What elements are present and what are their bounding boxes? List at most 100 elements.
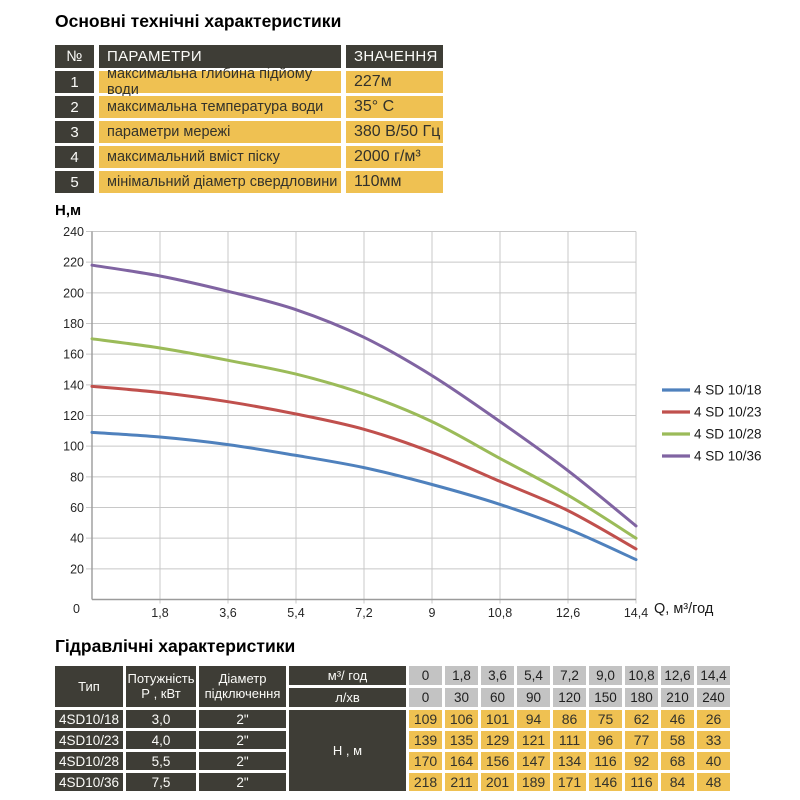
spec-row-parameter: максимальний вміст піску	[99, 146, 341, 168]
hydraulic-section-title: Гідравлічні характеристики	[55, 636, 296, 656]
hyd-head-value: 116	[625, 773, 658, 791]
hyd-head-value: 40	[697, 752, 730, 770]
spec-row-parameter: максимальна глибина підйому води	[99, 66, 341, 98]
series-line-4-sd-10-36	[90, 263, 638, 528]
series-line-4-sd-10-23	[90, 384, 638, 551]
x-axis-tick-label: 7,2	[355, 606, 372, 620]
spec-row-value: 2000 г/м³	[346, 146, 443, 168]
x-axis-tick-label: 5,4	[287, 606, 304, 620]
hyd-head-value: 111	[553, 731, 586, 749]
hyd-head-value: 92	[625, 752, 658, 770]
hydraulic-table: Тип Потужність Р , кВт Діаметр підключення м³…	[55, 666, 730, 791]
spec-row-value: 227м	[346, 71, 443, 93]
hyd-header-power-line2: Р , кВт	[141, 685, 181, 701]
spec-header-parameter: ПАРАМЕТРИ	[99, 45, 341, 68]
hyd-head-value: 147	[517, 752, 550, 770]
hyd-header-diameter-line1: Діаметр	[218, 671, 267, 687]
hyd-header-power: Потужність Р , кВт	[126, 666, 196, 707]
spec-row-value: 110мм	[346, 171, 443, 193]
hyd-flow-m3-value: 12,6	[661, 666, 694, 685]
y-axis-tick-label: 200	[63, 286, 84, 300]
hyd-row-power: 3,0	[126, 710, 196, 728]
hyd-header-flow-lmin: л/хв	[289, 688, 406, 707]
x-axis-tick-label: 9	[429, 606, 436, 620]
hyd-head-value: 46	[661, 710, 694, 728]
hyd-head-value: 84	[661, 773, 694, 791]
hyd-head-value: 77	[625, 731, 658, 749]
hyd-head-value: 96	[589, 731, 622, 749]
hyd-head-value: 106	[445, 710, 478, 728]
x-axis-tick-label: 12,6	[556, 606, 580, 620]
spec-row-parameter: мінімальний діаметр свердловини	[99, 171, 341, 193]
spec-row-number: 3	[55, 121, 94, 143]
spec-header-number: №	[55, 45, 94, 68]
legend-label: 4 SD 10/18	[694, 383, 762, 398]
legend-label: 4 SD 10/36	[694, 449, 762, 464]
y-axis-tick-label: 120	[63, 409, 84, 423]
hyd-row-diameter: 2"	[199, 752, 286, 770]
hyd-row-power: 4,0	[126, 731, 196, 749]
x-axis-title: Q, м³/год	[654, 601, 714, 617]
y-axis-tick-label: 40	[70, 532, 84, 546]
y-axis-tick-label: 240	[63, 225, 84, 239]
hyd-head-value: 75	[589, 710, 622, 728]
hyd-flow-lmin-value: 240	[697, 688, 730, 707]
y-axis-tick-label: 100	[63, 440, 84, 454]
hyd-head-value: 129	[481, 731, 514, 749]
y-axis-title: Н,м	[55, 202, 81, 219]
hyd-row-type: 4SD10/28	[55, 752, 123, 770]
hyd-head-value: 218	[409, 773, 442, 791]
hyd-head-value: 109	[409, 710, 442, 728]
hyd-head-value: 101	[481, 710, 514, 728]
pump-curves-chart: 20 40 60 80 100 120 140 160 180 200 220 240 0 1,8 3,6 5…	[55, 202, 762, 620]
spec-row-number: 4	[55, 146, 94, 168]
spec-row-parameter: максимальна температура води	[99, 96, 341, 118]
spec-row-value: 380 В/50 Гц	[346, 121, 443, 143]
y-axis-tick-label: 20	[70, 562, 84, 576]
hyd-head-value: 86	[553, 710, 586, 728]
hyd-head-value: 26	[697, 710, 730, 728]
hyd-header-type: Тип	[55, 666, 123, 707]
spec-section-title: Основні технічні характеристики	[55, 11, 342, 31]
spec-row-number: 1	[55, 71, 94, 93]
hyd-row-type: 4SD10/36	[55, 773, 123, 791]
spec-row-parameter: параметри мережі	[99, 121, 341, 143]
hyd-header-flow-m3: м³/ год	[289, 666, 406, 685]
hyd-head-value: 201	[481, 773, 514, 791]
spec-table: № ПАРАМЕТРИ ЗНАЧЕННЯ 1 максимальна глибин…	[55, 45, 443, 193]
hyd-head-value: 171	[553, 773, 586, 791]
y-axis-tick-label: 180	[63, 317, 84, 331]
x-axis-tick-label: 10,8	[488, 606, 512, 620]
hyd-flow-m3-value: 7,2	[553, 666, 586, 685]
hyd-row-diameter: 2"	[199, 710, 286, 728]
hyd-row-power: 5,5	[126, 752, 196, 770]
hyd-flow-lmin-value: 90	[517, 688, 550, 707]
hyd-head-value: 146	[589, 773, 622, 791]
spec-row-number: 2	[55, 96, 94, 118]
x-axis-tick-label: 14,4	[624, 606, 648, 620]
hyd-row-type: 4SD10/18	[55, 710, 123, 728]
legend-label: 4 SD 10/23	[694, 405, 762, 420]
legend-label: 4 SD 10/28	[694, 427, 762, 442]
spec-header-value: ЗНАЧЕННЯ	[346, 45, 443, 68]
series-line-4-sd-10-18	[90, 430, 638, 562]
hyd-head-value: 48	[697, 773, 730, 791]
hyd-head-value: 211	[445, 773, 478, 791]
hyd-head-value: 33	[697, 731, 730, 749]
origin-tick-label: 0	[73, 602, 80, 616]
hyd-head-value: 62	[625, 710, 658, 728]
hyd-head-value: 135	[445, 731, 478, 749]
hyd-head-value: 170	[409, 752, 442, 770]
hyd-head-value: 68	[661, 752, 694, 770]
hyd-flow-lmin-value: 60	[481, 688, 514, 707]
hyd-flow-lmin-value: 180	[625, 688, 658, 707]
hyd-flow-lmin-value: 0	[409, 688, 442, 707]
hyd-row-diameter: 2"	[199, 773, 286, 791]
hyd-head-value: 189	[517, 773, 550, 791]
y-axis-tick-label: 140	[63, 378, 84, 392]
hyd-flow-m3-value: 5,4	[517, 666, 550, 685]
hyd-head-value: 94	[517, 710, 550, 728]
hyd-header-diameter-line2: підключення	[204, 685, 281, 701]
hyd-header-power-line1: Потужність	[127, 671, 195, 687]
hyd-flow-lmin-value: 150	[589, 688, 622, 707]
